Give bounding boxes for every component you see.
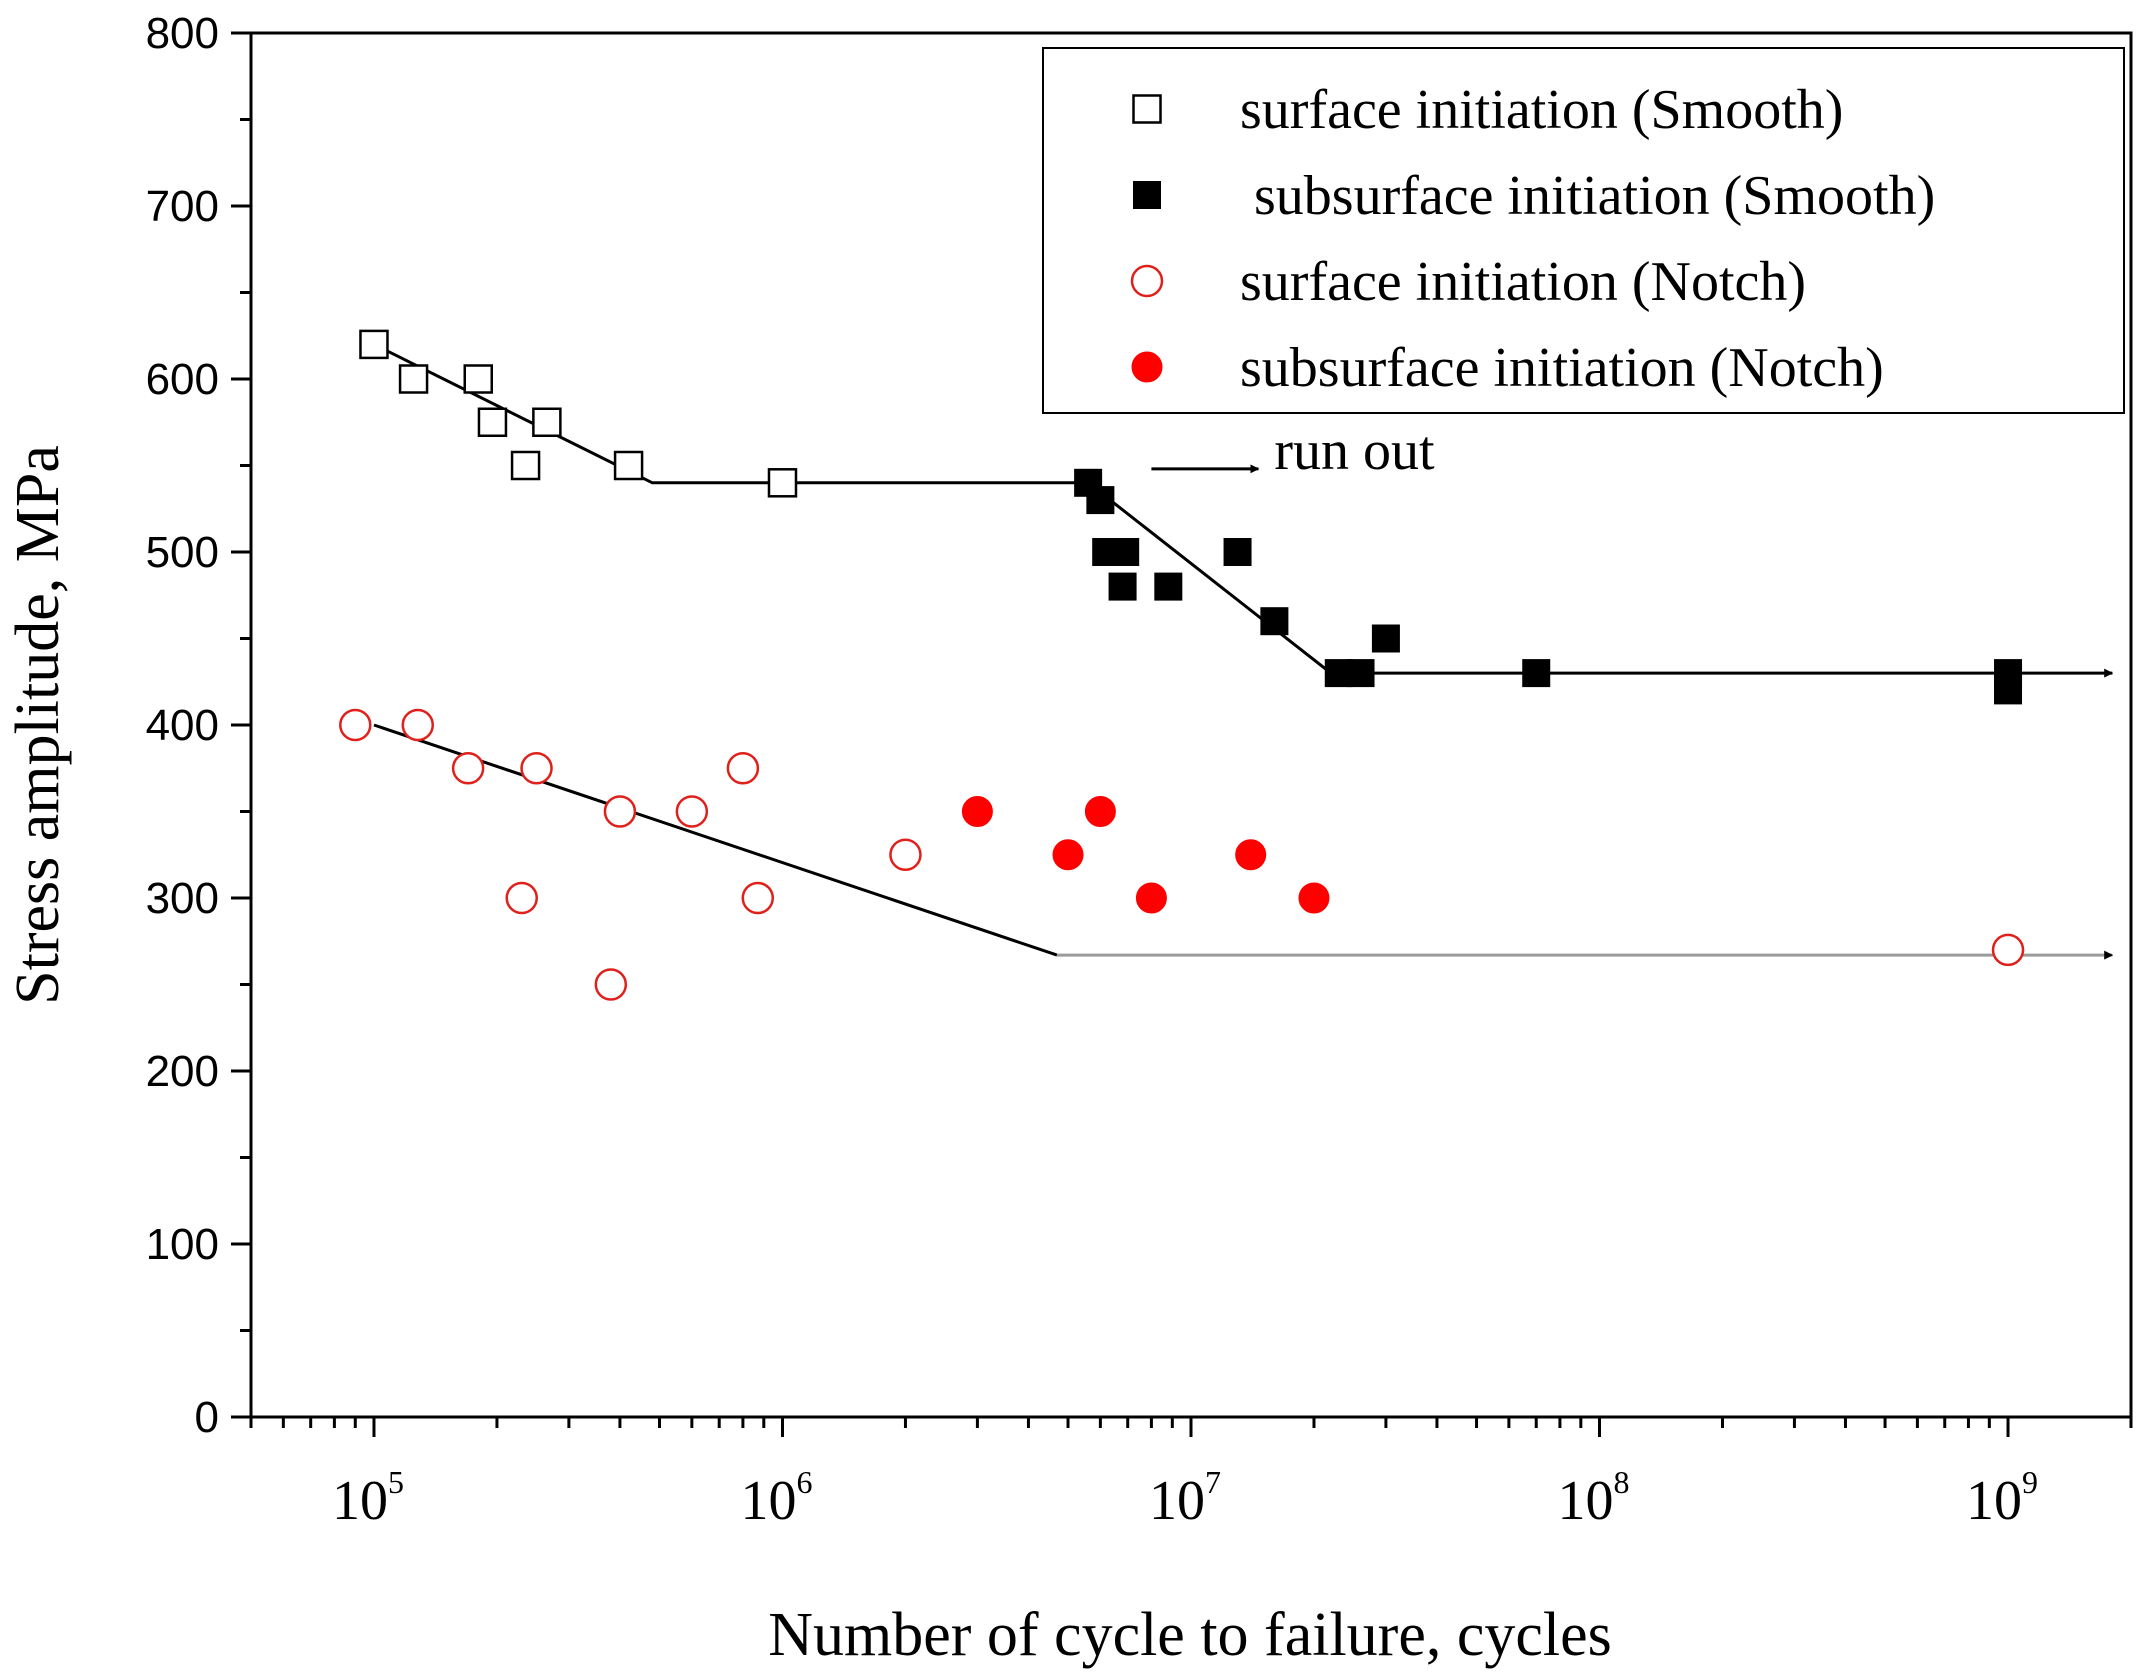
y-tick-label: 700	[146, 182, 219, 231]
x-axis-ticks: 105 106 107 108 109	[249, 1417, 2133, 1532]
legend-label: surface initiation (Smooth)	[1240, 79, 1843, 141]
legend-label: subsurface initiation (Notch)	[1240, 337, 1884, 399]
x-axis-title: Number of cycle to failure, cycles	[768, 1601, 1612, 1669]
data-point-series-3	[1135, 882, 1167, 914]
data-point-series-2	[1991, 933, 2025, 967]
x-tick-label: 108	[1558, 1464, 1630, 1532]
data-point-series-0	[767, 468, 798, 498]
data-point-series-3	[1298, 882, 1330, 914]
legend-marker	[1133, 181, 1161, 209]
x-tick-label: 109	[1966, 1464, 2038, 1532]
y-tick-label: 100	[146, 1220, 219, 1269]
data-point-series-0	[398, 364, 429, 394]
data-point-series-2	[520, 752, 553, 785]
x-tick-label: 107	[1149, 1464, 1221, 1532]
data-point-series-1	[1994, 676, 2023, 705]
legend-label: subsurface initiation (Smooth)	[1240, 165, 1935, 227]
x-tick-base: 10	[1149, 1470, 1205, 1532]
y-tick-label: 600	[146, 355, 219, 404]
data-point-series-2	[675, 795, 709, 828]
y-tick-label: 200	[146, 1047, 219, 1096]
y-tick-label: 400	[146, 701, 219, 750]
data-point-series-1	[1260, 607, 1289, 636]
data-point-series-2	[505, 881, 538, 915]
data-point-series-2	[741, 881, 775, 915]
data-point-series-1	[1522, 659, 1551, 688]
x-tick-exponent: 9	[2022, 1464, 2038, 1500]
y-tick-label: 300	[146, 874, 219, 923]
annotations: run out	[1151, 420, 1435, 482]
data-point-series-2	[726, 752, 760, 785]
legend: surface initiation (Smooth) subsurface i…	[1042, 47, 2125, 414]
data-point-series-1	[1086, 486, 1115, 515]
data-point-series-1	[1346, 659, 1375, 688]
legend-marker	[1132, 94, 1162, 124]
legend-marker	[1130, 264, 1164, 298]
data-point-series-1	[1111, 538, 1140, 566]
data-point-series-0	[532, 407, 562, 437]
data-point-series-1	[1154, 572, 1183, 601]
x-tick-exponent: 8	[1614, 1464, 1630, 1500]
y-axis-ticks: 0 100 200 300 400 500 600 700 800	[146, 9, 251, 1442]
x-tick-exponent: 6	[796, 1464, 812, 1500]
data-point-series-3	[961, 796, 993, 827]
x-tick-base: 10	[1966, 1470, 2022, 1532]
y-tick-label: 0	[195, 1393, 219, 1442]
data-point-series-0	[613, 450, 644, 481]
legend-box	[1042, 47, 2125, 414]
x-tick-label: 106	[740, 1464, 812, 1532]
legend-marker	[1131, 351, 1163, 383]
x-tick-base: 10	[1558, 1470, 1614, 1532]
data-point-series-0	[463, 364, 494, 394]
data-point-series-0	[477, 407, 508, 437]
data-point-series-2	[451, 752, 485, 785]
data-point-series-3	[1052, 839, 1084, 871]
data-point-series-2	[594, 968, 628, 1001]
data-point-series-1	[1371, 624, 1400, 653]
x-tick-base: 10	[332, 1470, 388, 1532]
x-tick-base: 10	[740, 1470, 796, 1532]
data-points	[339, 329, 2025, 1001]
data-point-series-2	[401, 708, 435, 742]
x-tick-exponent: 7	[1205, 1464, 1221, 1500]
data-point-series-2	[339, 708, 372, 742]
y-axis-title: Stress amplitude, MPa	[4, 445, 72, 1005]
data-point-series-1	[1108, 572, 1137, 601]
data-point-series-0	[359, 329, 389, 360]
x-tick-exponent: 5	[388, 1464, 404, 1500]
data-point-series-2	[603, 795, 637, 828]
data-point-series-1	[1223, 538, 1252, 566]
x-tick-label: 105	[332, 1464, 404, 1532]
legend-label: surface initiation (Notch)	[1240, 251, 1806, 313]
y-tick-label: 500	[146, 528, 219, 577]
notch-fit-sloped-line	[373, 723, 1058, 957]
data-point-series-2	[889, 838, 922, 871]
y-tick-label: 800	[146, 9, 219, 58]
runout-label: run out	[1274, 420, 1435, 482]
data-point-series-3	[1235, 839, 1267, 871]
data-point-series-0	[510, 450, 541, 481]
data-point-series-3	[1084, 796, 1116, 827]
